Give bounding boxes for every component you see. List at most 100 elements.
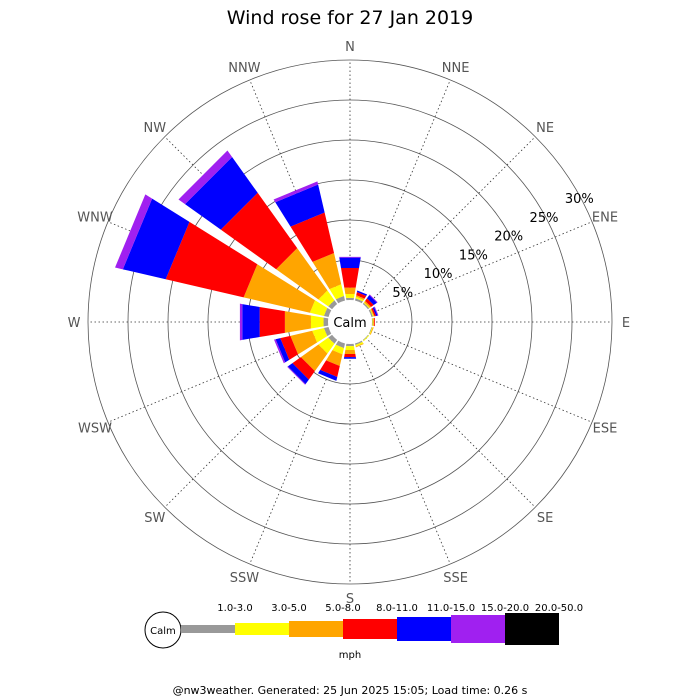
bar-ene-11-0-15-0 [372,306,378,316]
direction-label-n: N [345,40,355,55]
bar-nw-5-0-8-0 [276,248,328,300]
bar-w-15-0-20-0 [239,303,243,341]
bar-sw-8-0-11-0 [292,357,315,380]
bar-sw-5-0-8-0 [300,344,328,372]
bar-nne-3-0-5-0 [355,296,364,302]
spoke-sse [358,342,451,565]
bar-se-3-0-5-0 [363,335,370,342]
bar-wnw-15-0-20-0 [115,194,153,270]
legend-label-20-0-50-0: 20.0-50.0 [535,603,583,614]
bar-w-11-0-15-0 [242,304,260,340]
bar-ene-8-0-11-0 [371,307,377,317]
legend-swatch-15-0-20-0 [451,615,505,643]
grid-circle-30 [87,59,613,585]
bar-ssw-8-0-11-0 [320,360,340,377]
radial-tick-label-15: 15% [459,248,488,263]
bar-wsw-3-0-5-0 [312,328,328,343]
bar-e-5-0-8-0 [373,317,375,327]
radial-tick-label-25: 25% [530,211,559,226]
radial-tick-label-10: 10% [424,267,453,282]
direction-label-nnw: NNW [228,61,260,76]
bar-sw-15-0-20-0 [287,366,306,385]
direction-label-ssw: SSW [230,571,260,586]
direction-label-sw: SW [144,511,165,526]
bar-nne-11-0-15-0 [356,290,368,296]
bar-n-11-0-15-0 [339,257,361,268]
legend-swatch-1-0-3-0 [181,625,235,633]
bar-ne-1-0-3-0 [362,302,370,310]
direction-label-ene: ENE [592,210,618,225]
bar-s-11-0-15-0 [343,357,357,359]
bar-ne-5-0-8-0 [364,300,372,308]
legend-swatch-8-0-11-0 [343,619,397,639]
bar-s-1-0-3-0 [345,343,355,347]
bar-ssw-5-0-8-0 [326,350,343,367]
direction-label-w: W [68,316,81,331]
radial-tick-label-20: 20% [494,230,523,245]
radial-tick-label-5: 5% [392,286,413,301]
bar-ene-1-0-3-0 [368,309,373,318]
bar-nw-11-0-15-0 [185,157,258,230]
legend-swatch-3-0-5-0 [235,623,289,635]
bar-ssw-11-0-15-0 [318,369,338,381]
legend-label-15-0-20-0: 15.0-20.0 [481,603,529,614]
bar-n-8-0-11-0 [341,267,359,288]
bar-ese-5-0-8-0 [370,327,374,335]
direction-label-se: SE [537,511,553,526]
bar-sw-11-0-15-0 [287,363,309,385]
bar-nnw-15-0-20-0 [273,181,319,203]
direction-label-wnw: WNW [77,210,113,225]
bar-ene-3-0-5-0 [370,309,374,317]
bar-wsw-15-0-20-0 [274,339,286,364]
legend-label-3-0-5-0: 3.0-5.0 [271,603,306,614]
footer-text: @nw3weather. Generated: 25 Jun 2025 15:0… [173,684,528,697]
spoke-nne [358,79,451,302]
bar-w-5-0-8-0 [284,311,311,333]
bar-ene-5-0-8-0 [370,308,375,317]
bar-nw-3-0-5-0 [318,290,335,307]
bar-n-3-0-5-0 [345,293,355,298]
bar-se-1-0-3-0 [362,334,369,341]
direction-label-sse: SSE [443,571,468,586]
bar-ne-8-0-11-0 [365,298,374,307]
bar-nne-1-0-3-0 [354,298,363,304]
bar-nnw-5-0-8-0 [312,253,342,290]
direction-label-nne: NNE [442,61,470,76]
bar-nw-1-0-3-0 [328,300,338,310]
legend-label-5-0-8-0: 5.0-8.0 [325,603,360,614]
speed-legend: Calm 1.0-3.0 3.0-5.0 5.0-8.0 8.0-11.0 11.0-15… [144,603,583,661]
legend-label-1-0-3-0: 1.0-3.0 [217,603,252,614]
legend-label-8-0-11-0: 8.0-11.0 [376,603,418,614]
bar-sse-1-0-3-0 [354,340,363,345]
chart-title: Wind rose for 27 Jan 2019 [227,7,474,29]
spoke-se [365,337,536,508]
bar-ene-15-0-20-0 [374,306,379,316]
bar-ese-1-0-3-0 [368,326,373,335]
bar-nnw-8-0-11-0 [290,212,335,262]
bar-wnw-11-0-15-0 [122,198,190,280]
bar-nne-8-0-11-0 [356,292,367,299]
bar-wsw-5-0-8-0 [290,330,318,355]
radial-tick-label-30: 30% [565,192,594,207]
radial-tick-labels: 5% 10% 15% 20% 25% 30% [392,192,593,301]
bar-wsw-8-0-11-0 [280,335,299,360]
bar-nne-5-0-8-0 [355,295,365,300]
bar-sse-3-0-5-0 [355,342,364,347]
bar-e-3-0-5-0 [372,318,374,326]
spoke-ne [365,136,536,307]
bar-s-8-0-11-0 [344,353,356,358]
bar-ne-11-0-15-0 [366,294,378,306]
spoke-ssw [249,342,342,565]
bar-wsw-11-0-15-0 [275,338,290,363]
bar-ne-3-0-5-0 [363,302,370,309]
bar-nw-15-0-20-0 [178,150,233,205]
direction-label-ese: ESE [593,422,618,437]
bar-sw-1-0-3-0 [328,334,338,344]
bar-sse-5-0-8-0 [355,343,364,348]
bar-w-8-0-11-0 [259,306,285,338]
calm-center: Calm [328,300,372,344]
legend-unit-label: mph [339,650,361,661]
bar-nnw-3-0-5-0 [329,284,344,300]
bar-ese-3-0-5-0 [369,327,373,335]
